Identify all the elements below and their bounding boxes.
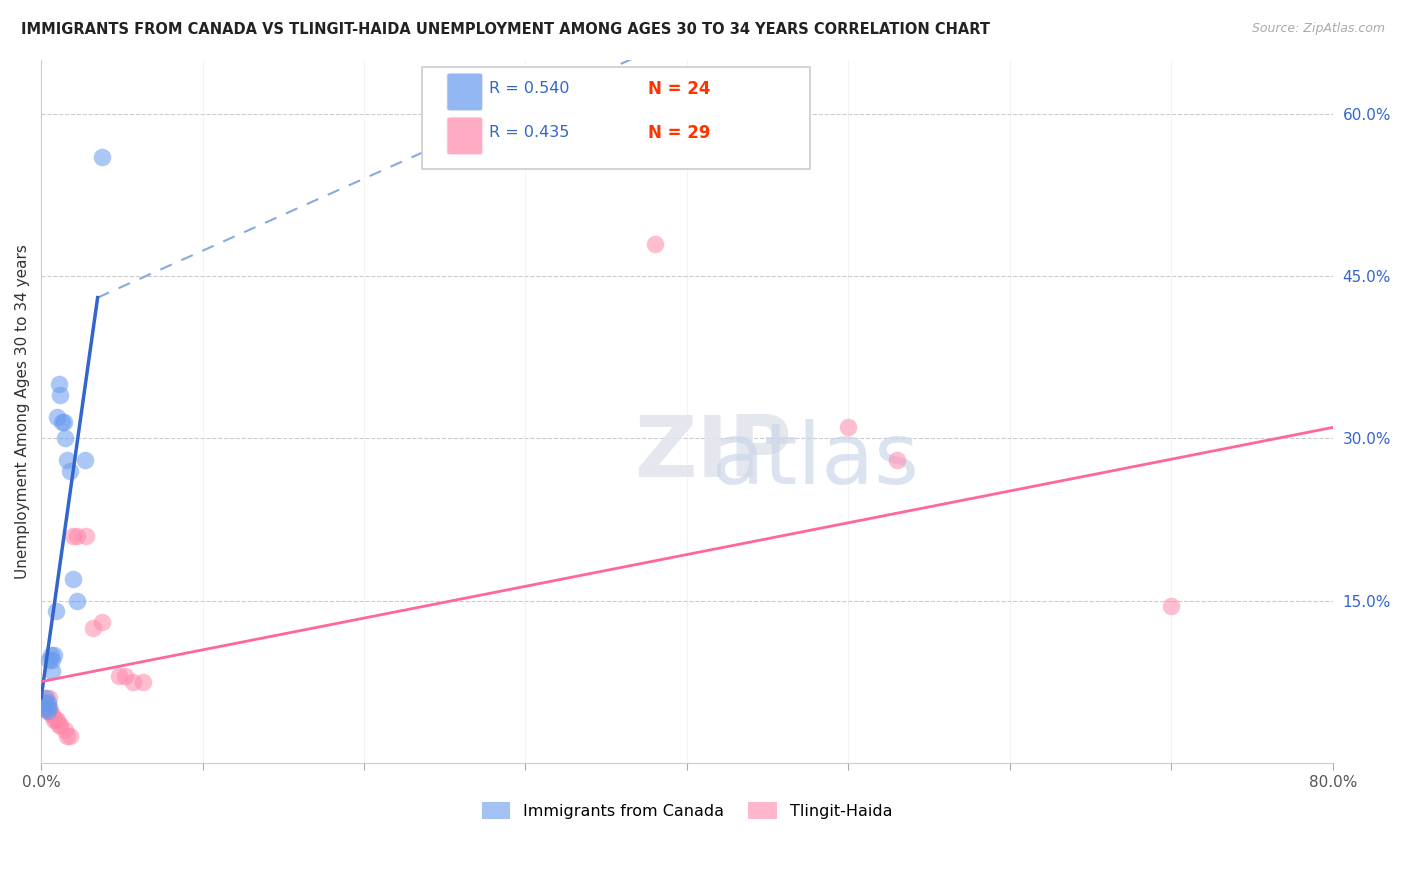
Text: N = 29: N = 29 — [648, 124, 710, 142]
Point — [59, 729, 82, 743]
Point — [837, 420, 859, 434]
Point — [644, 236, 666, 251]
Text: N = 24: N = 24 — [648, 80, 710, 98]
Point — [38, 699, 60, 714]
Point — [35, 701, 58, 715]
Point — [886, 453, 908, 467]
Point — [45, 713, 67, 727]
Text: R = 0.540: R = 0.540 — [489, 81, 569, 96]
Text: IMMIGRANTS FROM CANADA VS TLINGIT-HAIDA UNEMPLOYMENT AMONG AGES 30 TO 34 YEARS C: IMMIGRANTS FROM CANADA VS TLINGIT-HAIDA … — [21, 22, 990, 37]
Point — [53, 431, 76, 445]
Point — [107, 669, 129, 683]
Point — [53, 723, 76, 738]
Point — [73, 453, 96, 467]
Point — [56, 729, 79, 743]
Point — [38, 701, 60, 715]
Point — [41, 653, 63, 667]
Point — [49, 718, 72, 732]
Point — [39, 648, 62, 662]
Text: ZIP: ZIP — [634, 412, 792, 495]
Point — [49, 388, 72, 402]
Point — [35, 690, 58, 705]
Point — [35, 696, 58, 710]
Point — [66, 528, 89, 542]
Point — [62, 572, 84, 586]
FancyBboxPatch shape — [422, 67, 810, 169]
Point — [35, 701, 58, 715]
Point — [48, 377, 70, 392]
Point — [48, 718, 70, 732]
Point — [114, 669, 136, 683]
Point — [42, 648, 65, 662]
Point — [52, 415, 75, 429]
Point — [132, 674, 155, 689]
FancyBboxPatch shape — [447, 117, 482, 155]
Point — [34, 690, 56, 705]
Point — [34, 696, 56, 710]
Point — [45, 604, 67, 618]
Point — [42, 713, 65, 727]
Point — [66, 593, 89, 607]
Point — [82, 621, 104, 635]
FancyBboxPatch shape — [447, 73, 482, 111]
Legend: Immigrants from Canada, Tlingit-Haida: Immigrants from Canada, Tlingit-Haida — [475, 796, 898, 825]
Point — [46, 409, 69, 424]
Point — [38, 653, 60, 667]
Point — [38, 690, 60, 705]
Point — [41, 707, 63, 722]
Y-axis label: Unemployment Among Ages 30 to 34 years: Unemployment Among Ages 30 to 34 years — [15, 244, 30, 579]
Point — [51, 415, 73, 429]
Point — [56, 453, 79, 467]
Point — [91, 615, 114, 629]
Text: atlas: atlas — [711, 419, 920, 502]
Point — [37, 704, 59, 718]
Point — [1160, 599, 1182, 613]
Point — [59, 464, 82, 478]
Point — [46, 713, 69, 727]
Text: Source: ZipAtlas.com: Source: ZipAtlas.com — [1251, 22, 1385, 36]
Point — [91, 150, 114, 164]
Point — [39, 707, 62, 722]
Point — [37, 704, 59, 718]
Point — [122, 674, 145, 689]
Text: R = 0.435: R = 0.435 — [489, 126, 569, 140]
Point — [41, 664, 63, 678]
Point — [37, 696, 59, 710]
Point — [62, 528, 84, 542]
Point — [75, 528, 97, 542]
